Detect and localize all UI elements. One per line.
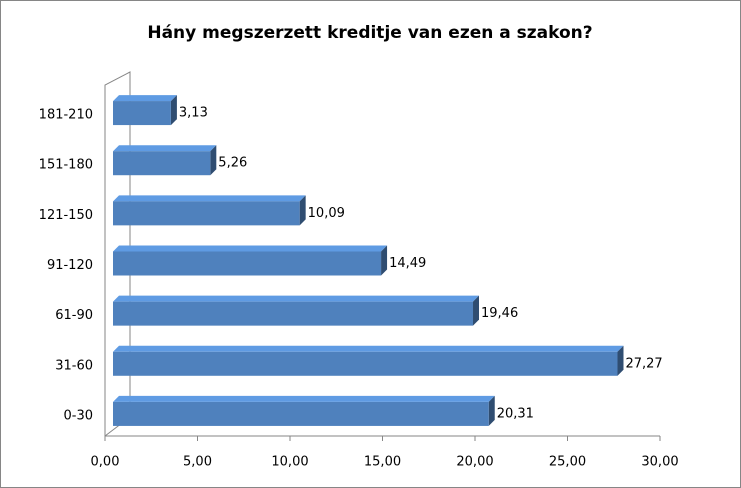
y-tick-label: 0-30 [63,408,93,423]
bar [113,351,618,376]
bar [113,151,211,176]
bar-side [473,295,480,326]
value-label: 10,09 [308,206,345,221]
bar [113,201,300,226]
bar-top [113,345,624,352]
bar-side [381,245,388,276]
value-label: 5,26 [218,156,247,171]
bar-side [210,145,217,176]
x-tick-label: 25,00 [549,455,586,470]
y-tick-label: 181-210 [39,108,93,123]
bar-top [113,295,480,302]
x-tick-label: 5,00 [183,455,212,470]
y-tick-label: 31-60 [55,358,93,373]
value-label: 14,49 [389,256,426,271]
bar-top [113,95,177,102]
value-label: 20,31 [497,406,534,421]
bar-side [299,195,306,226]
bar [113,301,474,326]
y-tick-label: 121-150 [39,208,93,223]
value-label: 19,46 [481,306,518,321]
x-tick-label: 0,00 [91,455,120,470]
y-tick-label: 61-90 [55,308,93,323]
y-tick-label: 91-120 [47,258,93,273]
bar-top [113,395,495,402]
bar-top [113,245,388,252]
axis-wall [104,71,131,436]
bar [113,401,489,426]
bar-top [113,145,217,152]
x-tick-label: 30,00 [641,455,678,470]
bar-side [170,95,177,126]
chart-title: Hány megszerzett kreditje van ezen a sza… [147,23,592,43]
value-label: 27,27 [625,356,662,371]
bar [113,251,382,276]
x-tick-label: 20,00 [456,455,493,470]
bar-top [113,195,306,202]
value-label: 3,13 [179,106,208,121]
bar-side [488,395,495,426]
x-tick-label: 15,00 [364,455,401,470]
y-tick-label: 151-180 [39,158,93,173]
bar [113,101,171,126]
x-tick-label: 10,00 [271,455,308,470]
bar-side [617,345,624,376]
